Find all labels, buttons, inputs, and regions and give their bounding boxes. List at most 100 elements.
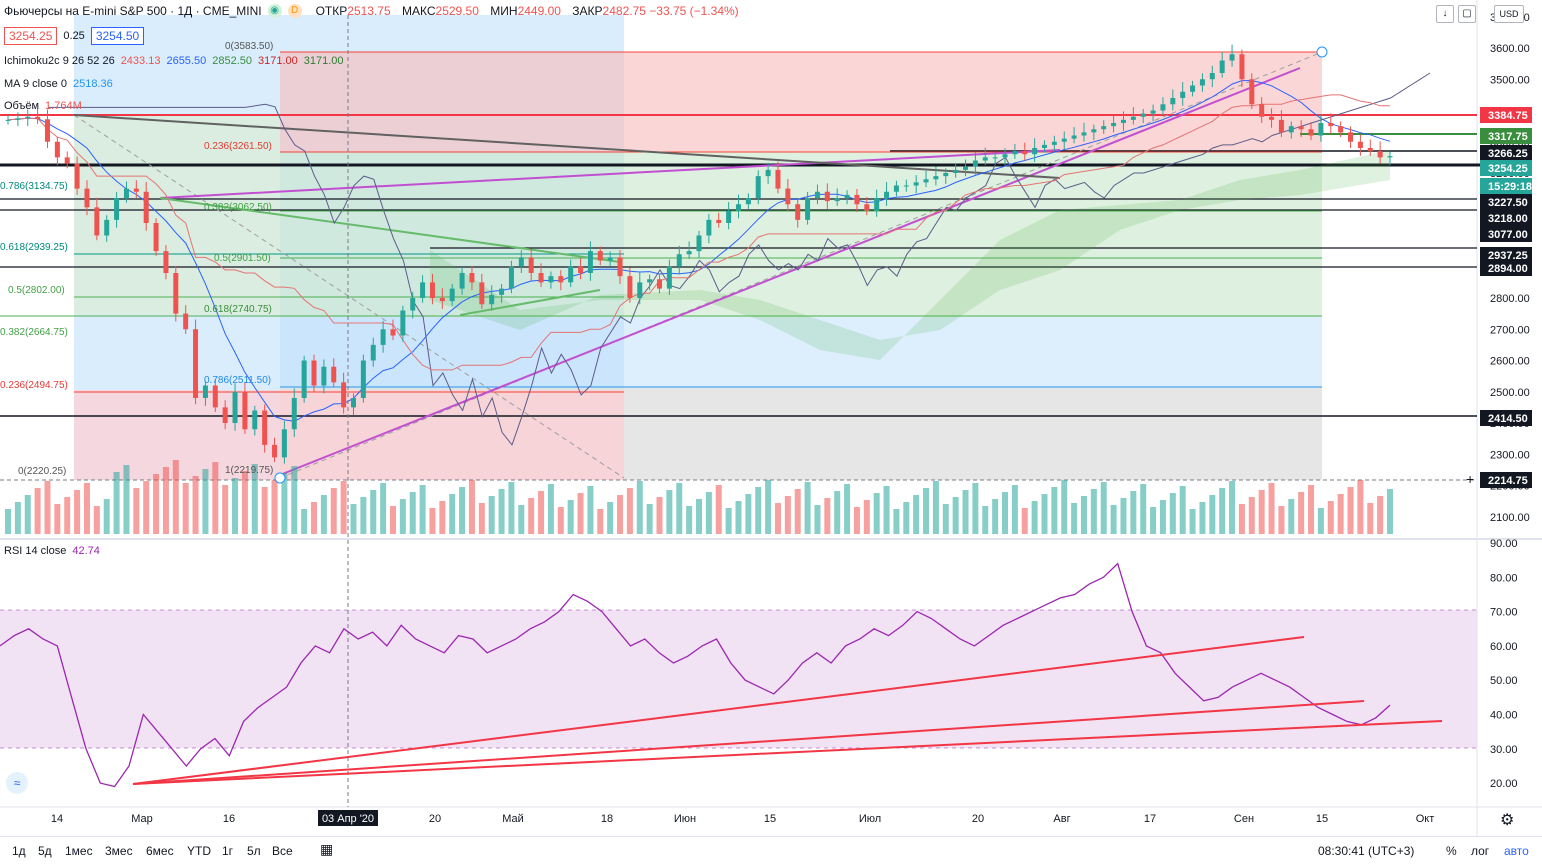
maximize-icon[interactable]: ▢: [1458, 5, 1476, 23]
time-label: Мар: [131, 813, 153, 825]
candle: [1130, 107, 1136, 125]
ma-value: 2518.36: [72, 78, 113, 90]
price-badge: 3384.75: [1480, 107, 1532, 123]
market-status-icon[interactable]: ◉: [267, 4, 282, 18]
fib-labels: 0(3583.50) 0.236(3261.50) 0.382(3062.50) 0.…: [0, 41, 273, 477]
tradingview-logo-icon[interactable]: ≈: [6, 772, 28, 794]
volume-bar: [103, 499, 110, 534]
log-toggle[interactable]: лог: [1471, 844, 1490, 858]
ohlc-values: ОТКР2513.75 МАКС2529.50 МИН2449.00 ЗАКР2…: [316, 4, 747, 18]
volume-bar: [222, 485, 229, 534]
volume-bar: [1238, 504, 1245, 534]
volume-bar: [74, 490, 81, 534]
percent-toggle[interactable]: %: [1446, 844, 1457, 858]
timeframe-1d[interactable]: 1д: [12, 844, 26, 858]
timeframe-1y[interactable]: 1г: [222, 844, 234, 858]
time-label: Окт: [1416, 813, 1435, 825]
time-label: Сен: [1234, 813, 1254, 825]
volume-bar: [1120, 498, 1127, 534]
date-range-icon[interactable]: ▦: [320, 841, 334, 857]
ask-button[interactable]: 3254.50: [90, 27, 145, 45]
timeframe-3m[interactable]: 3мес: [105, 844, 133, 858]
timeframe-5y[interactable]: 5л: [247, 844, 261, 858]
candle: [558, 270, 564, 291]
clock-display[interactable]: 08:30:41 (UTC+3): [1318, 844, 1415, 858]
volume-bar: [705, 492, 712, 534]
ichimoku-v4: 3171.00: [257, 55, 298, 67]
volume-bar: [873, 493, 880, 534]
rsi-tick: 90.00: [1490, 538, 1518, 550]
volume-bar: [162, 467, 169, 534]
fib-label: 0.236(2494.75): [0, 380, 68, 391]
fib-label: 0(2220.25): [18, 466, 66, 477]
rsi-axis[interactable]: 90.00 80.00 70.00 60.00 50.00 40.00 30.00 20.00: [1490, 538, 1518, 790]
trend-anchor-high[interactable]: [1316, 46, 1328, 58]
ichimoku-v5: 3171.00: [303, 55, 344, 67]
volume-bar: [488, 496, 495, 534]
volume-bar: [320, 495, 327, 534]
settings-gear-icon[interactable]: ⚙: [1500, 812, 1515, 829]
volume-bar: [1169, 493, 1176, 534]
volume-bar: [1347, 487, 1354, 534]
auto-toggle[interactable]: авто: [1504, 844, 1529, 858]
high-label: МАКС: [402, 4, 436, 18]
arrow-down-icon[interactable]: ↓: [1436, 5, 1454, 23]
volume-bar: [1298, 492, 1305, 534]
time-axis[interactable]: 14 Мар 16 03 Апр '20 20 Май 18 Июн 15 Июл 20 Авг 17 С…: [51, 810, 1434, 826]
timeframe-ytd[interactable]: YTD: [187, 844, 211, 858]
add-alert-icon[interactable]: +: [1466, 471, 1474, 487]
rsi-tick: 60.00: [1490, 641, 1518, 653]
price-tick: 2300.00: [1490, 449, 1530, 461]
volume-bar: [1357, 480, 1364, 534]
volume-bar: [1219, 488, 1226, 534]
currency-button[interactable]: USD: [1494, 5, 1524, 23]
candle: [666, 259, 672, 295]
volume-legend[interactable]: Объём 1.764M: [4, 100, 88, 112]
price-axis[interactable]: 3700.003600.003500.003400.003300.003200.…: [1466, 12, 1532, 524]
ichimoku-legend[interactable]: Ichimoku2c 9 26 52 26 2433.13 2655.50 2852.…: [4, 55, 350, 67]
timeframe-5d[interactable]: 5д: [38, 844, 52, 858]
candle: [281, 420, 287, 464]
timeframe-6m[interactable]: 6мес: [146, 844, 174, 858]
candle: [44, 109, 50, 148]
candle: [242, 382, 248, 434]
candle: [1140, 108, 1146, 123]
volume-bar: [24, 495, 31, 534]
trend-anchor-low[interactable]: [274, 472, 286, 484]
svg-text:15:29:18: 15:29:18: [1488, 181, 1532, 193]
volume-bar: [725, 508, 732, 534]
candle: [607, 251, 613, 267]
volume-bar: [1327, 501, 1334, 534]
bid-button[interactable]: 3254.25: [4, 27, 58, 45]
price-badge: 2894.00: [1480, 260, 1532, 276]
volume-bar: [686, 506, 693, 534]
ma-legend[interactable]: MA 9 close 0 2518.36: [4, 78, 119, 90]
symbol-title[interactable]: Фьючерсы на E-mini S&P 500 · 1Д · CME_MI…: [4, 4, 262, 18]
candle: [291, 388, 297, 438]
candle: [814, 184, 820, 205]
timeframe-all[interactable]: Все: [272, 844, 293, 858]
spread-value: 0.25: [63, 30, 85, 42]
candle: [982, 147, 988, 166]
volume-bar: [291, 466, 298, 534]
price-badge: 2414.50: [1480, 410, 1532, 426]
close-value: 2482.75 −33.75 (−1.34%): [602, 4, 739, 18]
volume-bar: [942, 504, 949, 534]
time-label: 16: [223, 813, 235, 825]
candle: [360, 354, 366, 403]
delay-badge-icon[interactable]: D: [287, 4, 302, 18]
timeframe-1m[interactable]: 1мес: [65, 844, 93, 858]
candle: [262, 404, 268, 453]
candle: [1377, 141, 1383, 164]
candle: [913, 175, 919, 194]
rsi-legend[interactable]: RSI 14 close 42.74: [4, 545, 106, 557]
candle: [864, 197, 870, 216]
candle: [133, 180, 139, 198]
candle: [400, 305, 406, 342]
volume-bar: [1367, 503, 1374, 534]
candle: [1209, 65, 1215, 88]
candle: [884, 182, 890, 206]
ichimoku-v2: 2655.50: [166, 55, 207, 67]
